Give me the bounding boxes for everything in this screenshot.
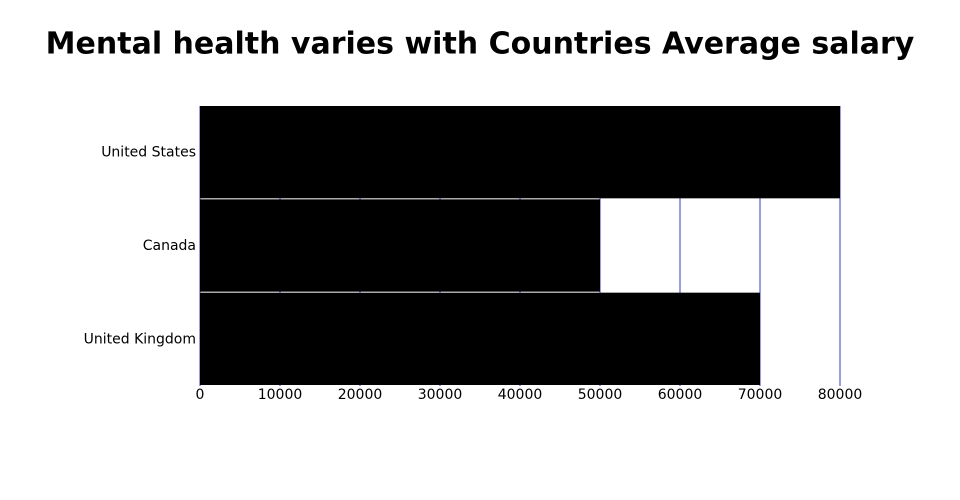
- bar: [200, 199, 600, 292]
- chart-title: Mental health varies with Countries Aver…: [46, 27, 915, 62]
- x-tick-label: 30000: [418, 387, 463, 403]
- x-tick-label: 10000: [258, 387, 303, 403]
- bar: [200, 292, 760, 385]
- y-tick-label: United States: [101, 145, 196, 161]
- x-tick-label: 20000: [338, 387, 383, 403]
- y-tick-label: United Kingdom: [84, 331, 196, 347]
- x-tick-label: 70000: [738, 387, 783, 403]
- x-tick-label: 80000: [818, 387, 863, 403]
- x-tick-label: 50000: [578, 387, 623, 403]
- y-tick-label: Canada: [143, 238, 196, 254]
- x-tick-label: 0: [196, 387, 205, 403]
- x-tick-label: 60000: [658, 387, 703, 403]
- bar: [200, 106, 840, 199]
- x-tick-label: 40000: [498, 387, 543, 403]
